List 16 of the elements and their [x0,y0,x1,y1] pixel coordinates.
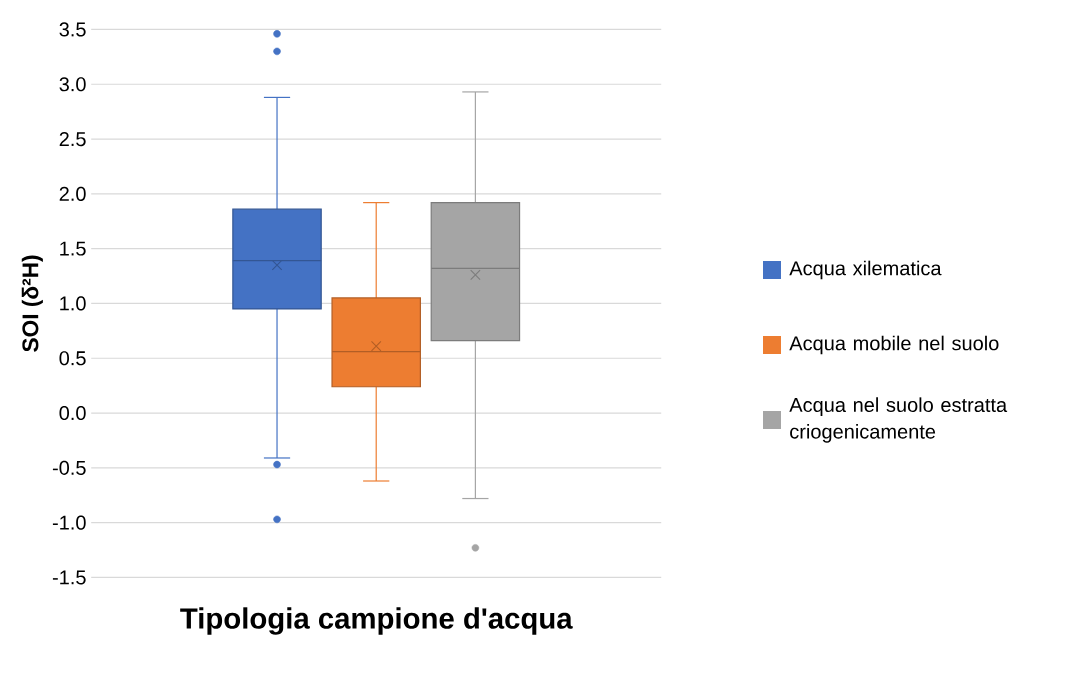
y-tick-label: 3.0 [59,77,86,92]
legend-label: Acqua nel suolo estratta criogenicamente [789,397,1008,443]
y-tick-label: 2.0 [59,186,86,201]
y-tick-label: -1.5 [52,570,86,585]
y-tick-label: 1.0 [60,296,86,311]
y-tick-label: 0.0 [59,405,86,421]
y-tick-label: 1.5 [60,241,86,256]
y-axis-title: SOI (δ²H) [21,255,43,352]
x-axis-title: Tipologia campione d'acqua [180,607,573,635]
y-tick-label: -1.0 [52,515,86,530]
legend-label: Acqua mobile nel suolo [789,335,999,355]
legend-label: Acqua xilematica [789,260,942,280]
y-tick-label: 3.5 [59,22,86,37]
y-tick-label: 0.5 [59,351,86,366]
y-tick-label: -0.5 [52,460,86,475]
y-tick-label: 2.5 [59,131,86,147]
